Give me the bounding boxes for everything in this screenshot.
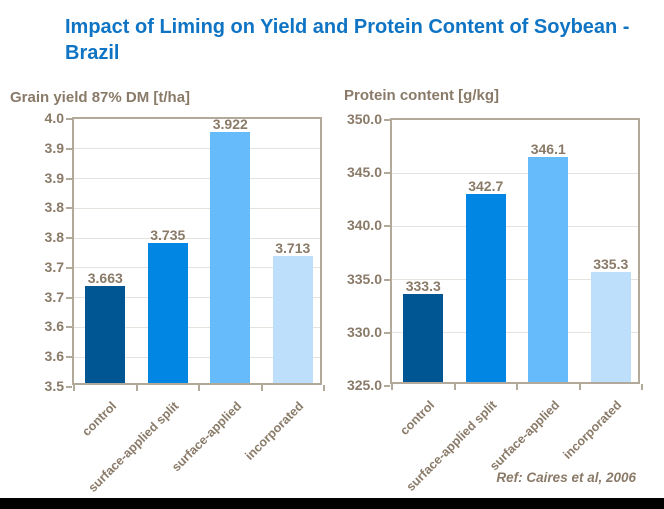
y-axis-tick-mark: [66, 147, 72, 150]
footer-black-bar: [0, 498, 664, 509]
grain-yield-chart-plot-area: 4.0 3.9 3.9 3.8 3.8 3.7 3.7 3.6 3.6 3.5 3.663 contr…: [45, 111, 325, 495]
y-axis-tick-label: 350.0: [346, 111, 382, 127]
y-axis-tick-mark: [66, 177, 72, 180]
y-axis-tick-mark: [384, 225, 390, 228]
y-axis-tick-mark: [66, 296, 72, 299]
y-axis-tick-label: 340.0: [346, 217, 382, 234]
gridline: [74, 148, 320, 150]
x-axis-tick-mark: [323, 385, 325, 391]
y-axis-tick-mark: [66, 356, 72, 359]
protein-content-chart-plot-area: 350.0 345.0 340.0 335.0 330.0 325.0 333.3 contr…: [347, 112, 643, 494]
gridline: [74, 297, 320, 299]
y-axis-tick-mark: [384, 278, 390, 281]
bar-value-label: 3.922: [212, 116, 248, 132]
gridline: [74, 207, 320, 209]
gridline: [74, 267, 320, 269]
grain-yield-bar-surface-applied split: [147, 243, 188, 383]
grain-yield-bar-surface-applied: [210, 132, 251, 383]
y-axis-tick-mark: [66, 118, 72, 120]
y-axis-tick-label: 3.6: [44, 318, 64, 335]
gridline: [392, 279, 638, 281]
y-axis-tick-mark: [384, 172, 390, 175]
x-axis-tick-mark: [453, 384, 456, 390]
gridline: [392, 332, 638, 334]
y-axis-tick-mark: [384, 385, 390, 387]
y-axis-tick-mark: [66, 266, 72, 269]
gridline: [74, 356, 320, 358]
x-axis-tick-mark: [516, 384, 518, 390]
y-axis-tick-label: 3.5: [44, 378, 64, 394]
x-category-label: control: [79, 399, 120, 439]
y-axis-tick-label: 4.0: [44, 110, 64, 126]
bar-value-label: 342.7: [468, 178, 504, 194]
x-axis-tick-mark: [260, 385, 263, 391]
protein-content-bar-surface-applied split: [465, 194, 506, 382]
bar-value-label: 333.3: [405, 278, 441, 294]
bar-value-label: 3.735: [150, 227, 186, 243]
protein-content-axis-title: Protein content [g/kg]: [344, 87, 499, 104]
y-axis-tick-label: 3.9: [44, 169, 64, 186]
x-category-label: incorporated: [242, 399, 307, 463]
x-category-label: incorporated: [560, 398, 625, 462]
y-axis-tick-mark: [66, 386, 72, 388]
x-axis-tick-mark: [135, 385, 138, 391]
x-axis-tick-mark: [73, 385, 75, 391]
x-axis-tick-mark: [578, 384, 581, 390]
protein-content-bar-surface-applied: [528, 157, 569, 382]
y-axis-tick-mark: [384, 331, 390, 334]
y-axis-tick-mark: [66, 237, 72, 240]
y-axis-tick-label: 3.8: [44, 199, 64, 216]
y-axis-tick-mark: [66, 326, 72, 329]
bar-value-label: 3.663: [87, 270, 123, 286]
bar-value-label: 346.1: [530, 141, 566, 157]
x-axis-tick-mark: [198, 385, 200, 391]
bar-value-label: 335.3: [593, 256, 629, 272]
y-axis-tick-label: 345.0: [346, 164, 382, 181]
y-axis-tick-mark: [384, 119, 390, 121]
y-axis-tick-label: 3.7: [44, 288, 64, 305]
y-axis-tick-label: 335.0: [346, 270, 382, 287]
x-axis-tick-mark: [391, 384, 393, 390]
x-axis-tick-mark: [641, 384, 643, 390]
reference-citation: Ref: Caires et al, 2006: [496, 470, 636, 485]
bar-value-label: 3.713: [275, 240, 311, 256]
grain-yield-bar-control: [85, 286, 126, 383]
y-axis-tick-label: 325.0: [346, 377, 382, 393]
gridline: [74, 326, 320, 328]
x-category-label: surface-applied: [486, 398, 563, 474]
grain-yield-axis-title: Grain yield 87% DM [t/ha]: [10, 89, 191, 106]
y-axis-tick-label: 330.0: [346, 323, 382, 340]
y-axis-tick-label: 3.7: [44, 258, 64, 275]
y-axis-tick-label: 3.9: [44, 139, 64, 156]
gridline: [74, 178, 320, 180]
x-category-label: control: [397, 398, 438, 438]
x-category-label: surface-applied: [168, 399, 245, 475]
slide-title: Impact of Liming on Yield and Protein Co…: [65, 16, 630, 65]
y-axis-tick-label: 3.6: [44, 348, 64, 365]
grain-yield-bar-incorporated: [272, 256, 313, 383]
y-axis-tick-label: 3.8: [44, 229, 64, 246]
gridline: [392, 172, 638, 174]
gridline: [74, 237, 320, 239]
protein-content-bar-incorporated: [590, 272, 631, 382]
protein-content-bar-control: [403, 294, 444, 382]
gridline: [392, 225, 638, 227]
y-axis-tick-mark: [66, 207, 72, 210]
